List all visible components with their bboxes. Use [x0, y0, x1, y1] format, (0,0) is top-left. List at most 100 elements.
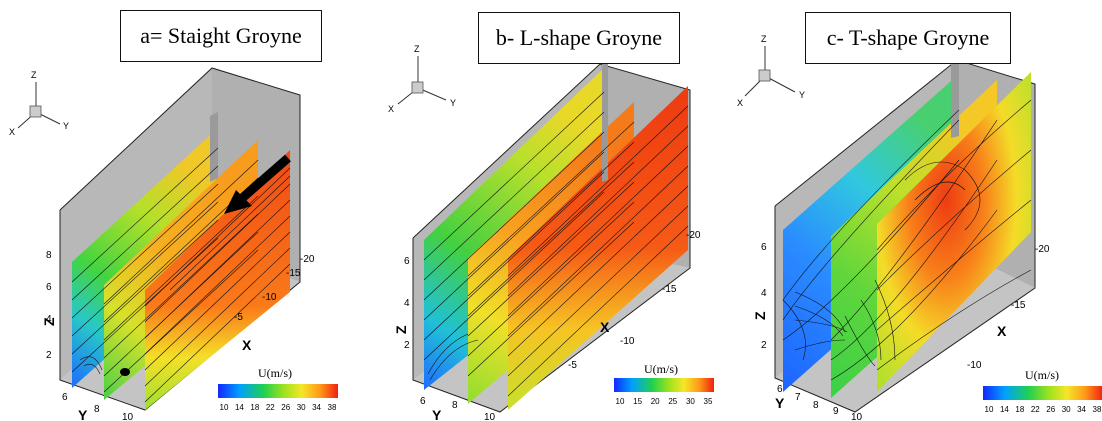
- x-axis-ticks: -10 -15 -20: [967, 244, 1050, 371]
- svg-text:8: 8: [452, 400, 458, 411]
- triad-y-label: Y: [63, 121, 69, 131]
- z-axis-label: Z: [752, 311, 768, 320]
- streamlines: [423, 91, 689, 397]
- flow-field-3d: Z Y X: [9, 67, 315, 421]
- colorbar-tick-label: 34: [312, 403, 321, 412]
- y-axis-label: Y: [775, 395, 785, 411]
- y-axis-ticks: 6 7 8 9 10: [777, 384, 863, 421]
- svg-text:Y: Y: [799, 90, 805, 100]
- velocity-plane: [145, 150, 290, 410]
- triad-x-label: X: [9, 127, 15, 137]
- svg-text:2: 2: [404, 340, 410, 351]
- colorbar-tick-label: 20: [651, 397, 660, 406]
- axes-triad: Z Y X: [388, 44, 456, 114]
- colorbar-tick-label: 15: [633, 397, 642, 406]
- legend-title: U(m/s): [644, 362, 678, 376]
- svg-text:-20: -20: [1035, 244, 1050, 255]
- svg-text:7: 7: [795, 392, 801, 403]
- z-axis-label: Z: [41, 317, 57, 326]
- z-axis-label: Z: [393, 325, 409, 334]
- svg-text:6: 6: [404, 256, 410, 267]
- svg-text:Y: Y: [450, 98, 456, 108]
- colorbar-tick-label: 26: [1046, 405, 1055, 414]
- x-axis-ticks: -5 -10 -15 -20: [568, 230, 701, 371]
- legend-title: U(m/s): [258, 366, 292, 380]
- svg-text:Z: Z: [414, 44, 420, 54]
- panel-t-shape-groyne: c- T-shape Groyne Z Y X: [735, 0, 1102, 421]
- streamlines: [782, 99, 1032, 381]
- colorbar-tick-label: 22: [1031, 405, 1040, 414]
- panel-l-shape-groyne: b- L-shape Groyne Z Y X: [368, 0, 735, 421]
- colorbar-tick-label: 22: [266, 403, 275, 412]
- colorbar-legend: 10 14 18 22 26 30 34 38: [983, 386, 1102, 414]
- svg-text:-10: -10: [620, 336, 635, 347]
- x-axis-label: X: [600, 319, 610, 335]
- velocity-plane: [508, 86, 688, 410]
- colorbar-tick-label: 38: [1093, 405, 1102, 414]
- svg-text:6: 6: [761, 242, 767, 253]
- svg-text:-5: -5: [568, 360, 577, 371]
- colorbar-tick-label: 10: [985, 405, 994, 414]
- x-axis-label: X: [242, 337, 252, 353]
- colorbar-tick-label: 10: [616, 397, 625, 406]
- panel-title: c- T-shape Groyne: [805, 12, 1011, 64]
- svg-text:8: 8: [46, 250, 52, 261]
- svg-text:-10: -10: [967, 360, 982, 371]
- panel-straight-groyne: a= Staight Groyne Z Y X: [0, 0, 368, 421]
- colorbar-tick-label: 38: [328, 403, 337, 412]
- colorbar-tick-label: 30: [686, 397, 695, 406]
- svg-text:10: 10: [484, 412, 496, 421]
- x-axis-label: X: [997, 323, 1007, 339]
- panel-title: b- L-shape Groyne: [478, 12, 680, 64]
- svg-text:4: 4: [404, 298, 410, 309]
- svg-text:6: 6: [46, 282, 52, 293]
- colorbar-tick-label: 30: [297, 403, 306, 412]
- colorbar-tick-label: 18: [250, 403, 259, 412]
- colorbar-legend: 10 14 18 22 26 30 34 38: [218, 384, 338, 412]
- flow-field-3d: Z Y X 2 4 6 Z: [388, 44, 701, 421]
- svg-text:-15: -15: [662, 284, 677, 295]
- colorbar-tick-label: 18: [1015, 405, 1024, 414]
- svg-text:2: 2: [761, 340, 767, 351]
- svg-text:X: X: [388, 104, 394, 114]
- svg-text:8: 8: [813, 400, 819, 411]
- svg-text:8: 8: [94, 404, 100, 415]
- svg-text:-20: -20: [686, 230, 701, 241]
- y-axis-label: Y: [78, 407, 88, 421]
- z-axis-ticks: 2 4 6 8: [46, 250, 52, 361]
- colorbar-tick-label: 26: [281, 403, 290, 412]
- flow-field-3d: Z Y X 2 4 6 Z -: [737, 34, 1050, 421]
- colorbar-tick-label: 25: [668, 397, 677, 406]
- svg-text:-20: -20: [300, 254, 315, 265]
- triad-z-label: Z: [31, 70, 37, 80]
- colorbar-legend: 10 15 20 25 30 35: [614, 378, 714, 406]
- svg-text:-5: -5: [234, 312, 243, 323]
- colorbar-tick-label: 14: [235, 403, 244, 412]
- streamlines: [71, 147, 291, 403]
- axes-triad: Z Y X: [737, 34, 805, 108]
- axes-triad: Z Y X: [9, 70, 69, 137]
- svg-text:6: 6: [420, 396, 426, 407]
- legend-title: U(m/s): [1025, 368, 1059, 382]
- svg-text:10: 10: [851, 412, 863, 421]
- flow-direction-arrow: [224, 154, 291, 214]
- svg-text:2: 2: [46, 350, 52, 361]
- svg-text:Z: Z: [761, 34, 767, 44]
- colorbar-tick-label: 30: [1062, 405, 1071, 414]
- svg-text:6: 6: [777, 384, 783, 395]
- svg-text:10: 10: [122, 412, 134, 421]
- colorbar-tick-label: 35: [704, 397, 713, 406]
- colorbar-tick-label: 10: [220, 403, 229, 412]
- velocity-plane: [877, 72, 1031, 392]
- svg-text:6: 6: [62, 392, 68, 403]
- svg-text:4: 4: [46, 314, 52, 325]
- svg-text:X: X: [737, 98, 743, 108]
- y-axis-label: Y: [432, 407, 442, 421]
- x-axis-ticks: -5 -10 -15 -20: [234, 254, 315, 323]
- z-axis-ticks: 2 4 6: [404, 256, 410, 351]
- y-axis-ticks: 6 8 10: [62, 392, 134, 421]
- svg-text:4: 4: [761, 288, 767, 299]
- colorbar-tick-label: 14: [1000, 405, 1009, 414]
- colorbar-tick-label: 34: [1077, 405, 1086, 414]
- svg-text:-15: -15: [286, 268, 301, 279]
